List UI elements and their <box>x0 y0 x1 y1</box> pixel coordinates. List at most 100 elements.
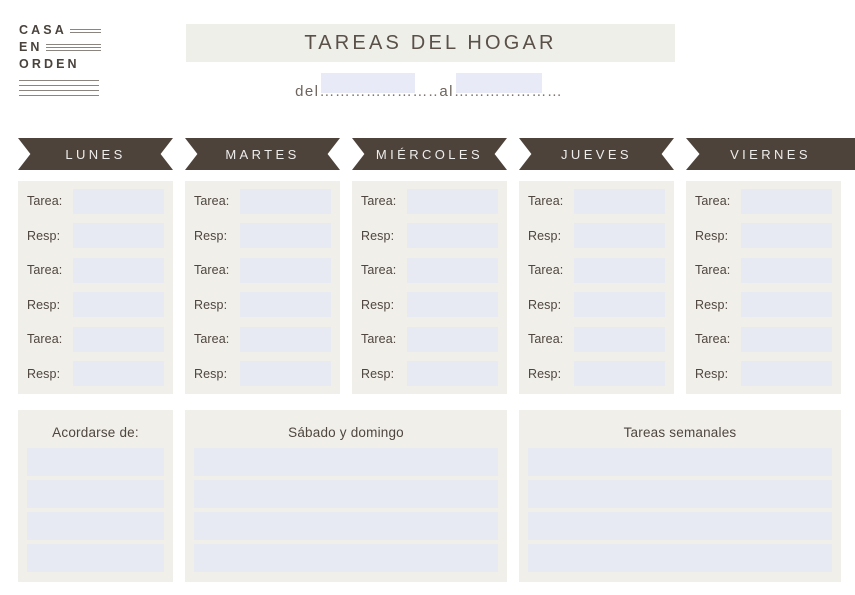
day-banner-label: MARTES <box>225 146 300 162</box>
tarea-label: Tarea: <box>194 194 230 208</box>
resp-label: Resp: <box>695 228 729 243</box>
resp-label: Resp: <box>528 366 562 381</box>
task-row: Tarea: <box>695 188 832 214</box>
bottom-panel-input[interactable] <box>194 448 498 476</box>
tarea-input[interactable] <box>741 257 832 283</box>
bottom-panel-input[interactable] <box>528 448 832 476</box>
day-column-miércoles: Tarea: Resp: Tarea: Resp: Tarea: Resp: <box>352 181 507 394</box>
tarea-input[interactable] <box>407 188 498 214</box>
day-banner-row: LUNES MARTES MIÉRCOLES JUEVES VIERNES <box>0 138 855 170</box>
task-row: Tarea: <box>27 188 164 214</box>
brand-rule <box>19 90 99 91</box>
bottom-panel-title: Sábado y domingo <box>288 425 404 440</box>
date-range-line: del …………………… al ………………… <box>186 68 675 102</box>
tarea-input[interactable] <box>574 257 665 283</box>
bottom-panel-title: Acordarse de: <box>52 425 139 440</box>
tarea-input[interactable] <box>73 326 164 352</box>
brand-word-casa: CASA <box>19 23 67 38</box>
day-banner-miércoles: MIÉRCOLES <box>352 138 507 170</box>
resp-input[interactable] <box>574 361 665 387</box>
resp-input[interactable] <box>741 292 832 318</box>
resp-input[interactable] <box>73 361 164 387</box>
title-band: TAREAS DEL HOGAR <box>186 24 675 62</box>
task-row: Tarea: <box>27 326 164 352</box>
task-row: Tarea: <box>528 188 665 214</box>
brand-rule <box>19 85 99 86</box>
tarea-label: Tarea: <box>361 263 397 278</box>
resp-input[interactable] <box>574 292 665 318</box>
bottom-panel-input[interactable] <box>27 448 164 476</box>
resp-input[interactable] <box>73 292 164 318</box>
resp-input[interactable] <box>240 361 331 387</box>
tarea-label: Tarea: <box>528 194 564 208</box>
date-to-field[interactable] <box>455 73 542 93</box>
task-row: Resp: <box>361 292 498 318</box>
task-row: Tarea: <box>194 188 331 214</box>
resp-input[interactable] <box>574 223 665 249</box>
brand-rule <box>19 95 99 96</box>
bottom-panel-2: Sábado y domingo <box>185 410 507 582</box>
bottom-panel-input[interactable] <box>528 512 832 540</box>
brand-rule <box>45 47 101 48</box>
task-row: Tarea: <box>695 257 832 283</box>
bottom-panel-input[interactable] <box>194 512 498 540</box>
tarea-input[interactable] <box>574 326 665 352</box>
resp-input[interactable] <box>741 361 832 387</box>
task-row: Resp: <box>361 361 498 387</box>
brand-rule <box>45 44 101 45</box>
task-row: Resp: <box>27 292 164 318</box>
task-row: Resp: <box>27 223 164 249</box>
tarea-input[interactable] <box>741 188 832 214</box>
bottom-panel-input[interactable] <box>194 544 498 572</box>
tarea-label: Tarea: <box>194 332 230 347</box>
date-to-slot[interactable]: ………………… <box>454 73 566 102</box>
resp-label: Resp: <box>194 297 228 312</box>
day-column-jueves: Tarea: Resp: Tarea: Resp: Tarea: Resp: <box>519 181 674 394</box>
bottom-panel-input[interactable] <box>528 544 832 572</box>
resp-label: Resp: <box>361 366 395 381</box>
tarea-input[interactable] <box>240 257 331 283</box>
tarea-input[interactable] <box>73 188 164 214</box>
day-banner-label: VIERNES <box>730 146 811 162</box>
resp-label: Resp: <box>361 297 395 312</box>
day-column-lunes: Tarea: Resp: Tarea: Resp: Tarea: Resp: <box>18 181 173 394</box>
task-row: Tarea: <box>695 326 832 352</box>
task-row: Tarea: <box>194 257 331 283</box>
bottom-panel-input[interactable] <box>194 480 498 508</box>
bottom-panel-input[interactable] <box>27 512 164 540</box>
resp-input[interactable] <box>407 292 498 318</box>
resp-label: Resp: <box>695 366 729 381</box>
date-from-field[interactable] <box>321 73 416 93</box>
task-row: Resp: <box>695 361 832 387</box>
tarea-input[interactable] <box>73 257 164 283</box>
tarea-input[interactable] <box>741 326 832 352</box>
resp-input[interactable] <box>741 223 832 249</box>
task-row: Resp: <box>361 223 498 249</box>
task-row: Resp: <box>695 223 832 249</box>
task-row: Tarea: <box>361 188 498 214</box>
tarea-label: Tarea: <box>361 332 397 347</box>
tarea-label: Tarea: <box>27 332 63 347</box>
tarea-input[interactable] <box>407 257 498 283</box>
bottom-panel-rows <box>194 448 498 574</box>
tarea-input[interactable] <box>240 188 331 214</box>
resp-input[interactable] <box>407 223 498 249</box>
tarea-input[interactable] <box>407 326 498 352</box>
resp-label: Resp: <box>695 297 729 312</box>
brand-rule <box>69 28 101 30</box>
bottom-panel-input[interactable] <box>27 544 164 572</box>
bottom-panel-input[interactable] <box>528 480 832 508</box>
task-row: Tarea: <box>361 326 498 352</box>
resp-input[interactable] <box>240 223 331 249</box>
tarea-input[interactable] <box>574 188 665 214</box>
resp-input[interactable] <box>73 223 164 249</box>
resp-input[interactable] <box>407 361 498 387</box>
date-from-dots: …………………… <box>319 83 440 100</box>
task-row: Resp: <box>528 361 665 387</box>
tarea-input[interactable] <box>240 326 331 352</box>
resp-label: Resp: <box>194 228 228 243</box>
bottom-panel-rows <box>27 448 164 574</box>
resp-input[interactable] <box>240 292 331 318</box>
bottom-panel-input[interactable] <box>27 480 164 508</box>
date-from-slot[interactable]: …………………… <box>319 73 440 102</box>
